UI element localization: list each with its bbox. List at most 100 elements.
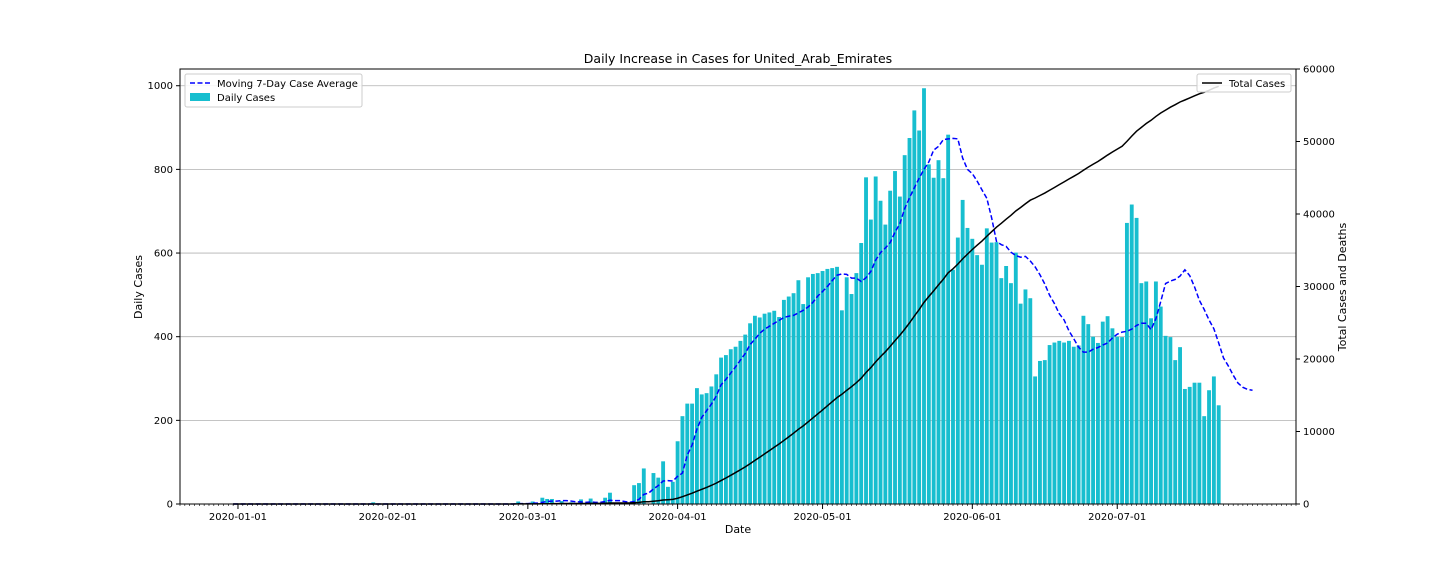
daily-bar [1144,281,1149,504]
y2-tick-label: 60000 [1303,65,1335,76]
daily-bar [1023,289,1028,504]
daily-bar [984,228,989,504]
daily-bar [835,266,839,504]
daily-bar [767,312,772,504]
daily-bar [1038,360,1042,504]
daily-bar [854,273,859,504]
x-tick-label: 2020-05-01 [793,512,851,523]
daily-bar [757,317,762,504]
daily-bar [762,313,767,504]
daily-bar [1009,283,1013,504]
daily-bar [530,501,535,504]
daily-bar [922,88,926,504]
daily-bar [1042,360,1047,504]
y-tick-label: 1000 [148,81,173,92]
daily-bar [806,277,810,504]
daily-bar [810,273,815,504]
daily-bar [588,498,593,504]
daily-bar [1168,337,1173,504]
daily-bar [883,224,888,504]
daily-bar [723,355,728,504]
daily-bar [1149,318,1153,504]
daily-bar [907,138,912,505]
y2-tick-label: 50000 [1303,137,1335,148]
daily-bar [893,171,897,505]
daily-bar [801,304,806,504]
daily-bar [714,374,719,504]
x-tick-label: 2020-06-01 [943,512,1001,523]
daily-bar [849,294,854,504]
y-tick-label: 200 [154,416,173,427]
daily-bar [608,492,612,504]
daily-bar [873,176,878,505]
daily-bar [516,501,521,504]
daily-bar [540,497,545,504]
daily-bar [738,340,743,504]
y-tick-label: 0 [167,500,173,511]
daily-bar [632,485,637,504]
legend-avg-label: Moving 7-Day Case Average [217,79,358,90]
x-tick-label: 2020-02-01 [359,512,417,523]
daily-bar [786,296,791,504]
daily-bar [675,441,680,504]
daily-bar [825,268,830,504]
daily-bar [680,416,685,504]
daily-bar [1013,252,1018,504]
daily-bar [666,486,670,504]
daily-bar [603,497,608,504]
daily-bar [912,110,917,504]
daily-bar [637,483,641,504]
daily-bar [641,468,646,504]
legend-bars-label: Daily Cases [217,93,275,104]
daily-bar [931,177,936,504]
daily-bar [1207,390,1211,504]
daily-bar [1120,337,1125,504]
daily-bar [772,310,777,504]
daily-bar [859,243,864,504]
daily-bar [1047,345,1052,504]
daily-bar [1202,416,1207,504]
y2-tick-label: 20000 [1303,355,1335,366]
daily-bar [685,403,690,504]
x-tick-label: 2020-03-01 [499,512,557,523]
daily-bar [1086,324,1091,504]
daily-bar [699,394,704,504]
daily-bar [1004,266,1009,504]
daily-bar [781,299,786,504]
y-tick-label: 600 [154,249,173,260]
legend-left: Moving 7-Day Case Average Daily Cases [184,73,363,108]
daily-bar [1057,340,1062,504]
daily-bar [941,178,946,504]
daily-bar [1134,217,1139,504]
daily-bar [1192,382,1197,504]
legend-total-label: Total Cases [1228,79,1285,90]
daily-bar [748,323,753,504]
daily-bar [1115,336,1120,504]
daily-bar [651,473,656,504]
daily-bar [960,199,965,504]
daily-bar [980,264,984,504]
daily-bar [965,227,970,504]
x-tick-label: 2020-01-01 [209,512,267,523]
daily-bar [820,271,825,504]
daily-bar [1124,222,1129,504]
y2-tick-label: 30000 [1303,282,1335,293]
y-tick-label: 400 [154,332,173,343]
daily-bar [791,293,796,504]
daily-bar [1153,281,1158,504]
y-tick-label: 800 [154,165,173,176]
daily-bar [878,200,883,504]
daily-bar [1076,345,1081,504]
daily-bar [1100,321,1105,504]
legend-bars-swatch [190,93,210,101]
daily-bar [989,242,994,504]
daily-bar [970,238,975,504]
daily-bar [1187,386,1192,504]
daily-bar [926,164,931,504]
y2-tick-label: 40000 [1303,210,1335,221]
daily-bar [1095,342,1100,504]
daily-bar [656,477,661,504]
daily-bar [709,386,714,504]
daily-bar [796,280,801,504]
